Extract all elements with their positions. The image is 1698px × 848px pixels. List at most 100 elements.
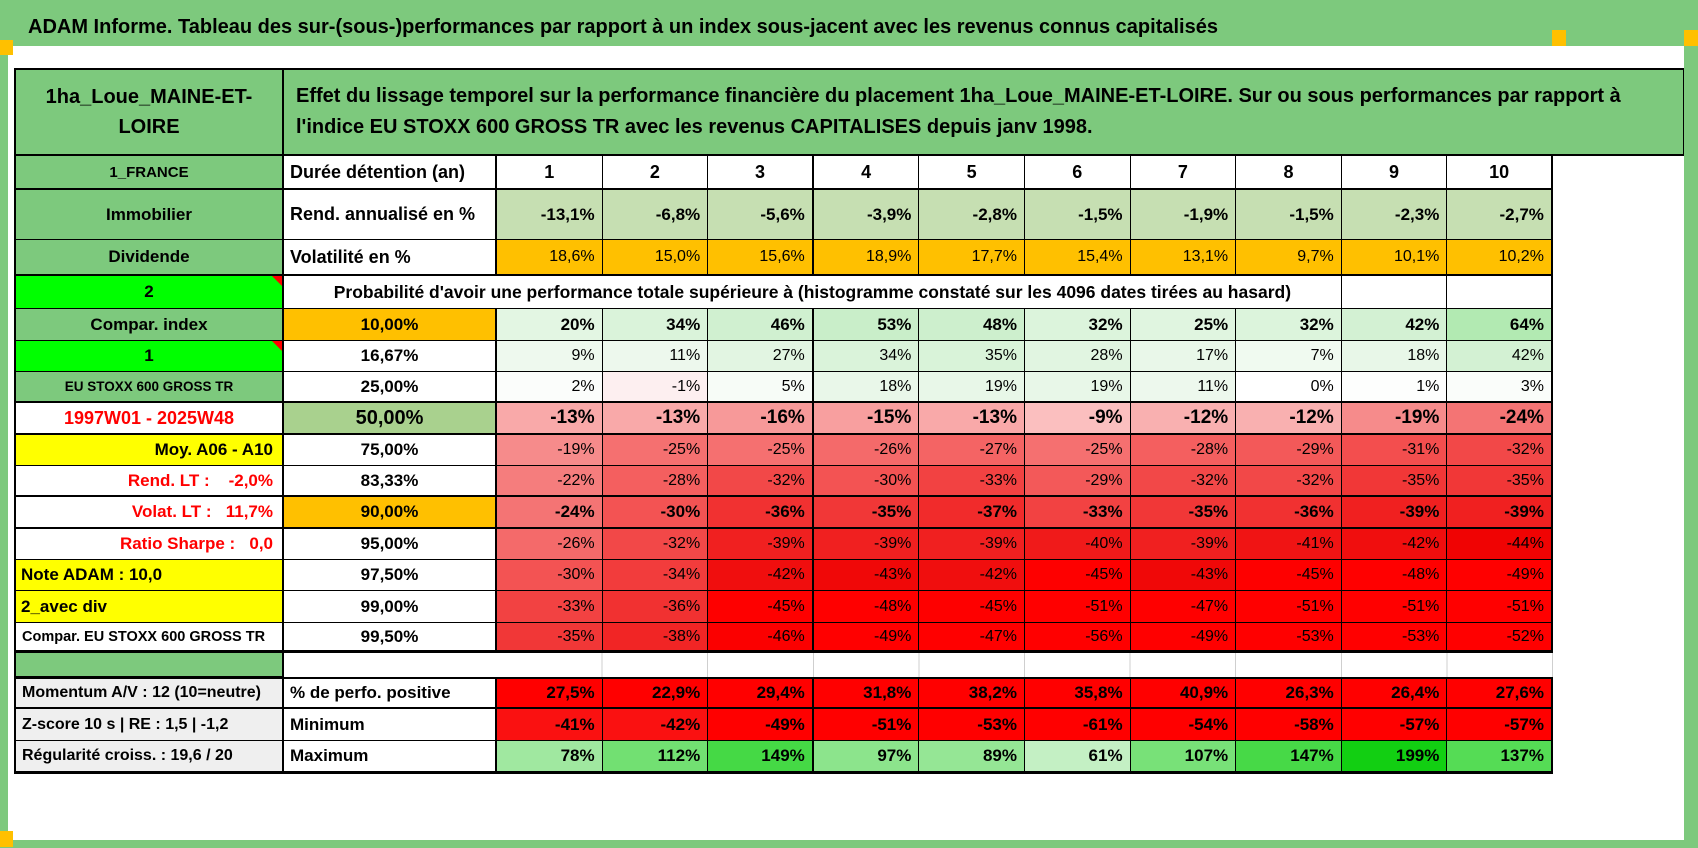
cell-p95-value-2[interactable]: -32% (602, 529, 709, 560)
cell-pos-value-1[interactable]: 27,5% (497, 677, 603, 709)
cell-max-sublabel[interactable]: Maximum (284, 741, 497, 774)
cell-p95-value-4[interactable]: -39% (813, 529, 920, 560)
cell-volat-value-6[interactable]: 15,4% (1024, 240, 1131, 276)
cell-p8333-value-8[interactable]: -32% (1236, 466, 1342, 497)
cell-volat-value-3[interactable]: 15,6% (708, 240, 814, 276)
cell-p95-value-6[interactable]: -40% (1024, 529, 1131, 560)
cell-p95-value-3[interactable]: -39% (708, 529, 814, 560)
cell-p25-label[interactable]: EU STOXX 600 GROSS TR (14, 372, 284, 403)
cell-p1667-label[interactable]: 1 (14, 341, 284, 372)
cell-p90-value-8[interactable]: -36% (1236, 497, 1342, 529)
cell-proba-sublabel[interactable]: Probabilité d'avoir une performance tota… (284, 276, 1342, 309)
cell-p25-sublabel[interactable]: 25,00% (284, 372, 497, 403)
cell-p95-sublabel[interactable]: 95,00% (284, 529, 497, 560)
cell-p90-value-5[interactable]: -37% (919, 497, 1025, 529)
cell-rend-label[interactable]: Immobilier (14, 190, 284, 240)
cell-volat-value-7[interactable]: 13,1% (1130, 240, 1237, 276)
cell-p995-label[interactable]: Compar. EU STOXX 600 GROSS TR (14, 623, 284, 653)
cell-p8333-value-3[interactable]: -32% (708, 466, 814, 497)
cell-p75-value-10[interactable]: -32% (1447, 435, 1553, 466)
cell-p50-sublabel[interactable]: 50,00% (284, 403, 497, 435)
cell-p95-value-1[interactable]: -26% (497, 529, 603, 560)
cell-p1667-value-10[interactable]: 42% (1447, 341, 1553, 372)
cell-p8333-value-6[interactable]: -29% (1024, 466, 1131, 497)
cell-max-value-9[interactable]: 199% (1341, 741, 1448, 774)
cell-p90-value-1[interactable]: -24% (497, 497, 603, 529)
cell-max-value-10[interactable]: 137% (1447, 741, 1553, 774)
cell-p975-value-6[interactable]: -45% (1024, 560, 1131, 591)
cell-p995-value-3[interactable]: -46% (708, 623, 814, 653)
cell-max-value-6[interactable]: 61% (1024, 741, 1131, 774)
cell-duree-value-3[interactable]: 3 (708, 156, 814, 190)
cell-min-sublabel[interactable]: Minimum (284, 709, 497, 741)
cell-p10-value-7[interactable]: 25% (1130, 309, 1237, 341)
cell-pos-value-10[interactable]: 27,6% (1447, 677, 1553, 709)
cell-volat-value-1[interactable]: 18,6% (497, 240, 603, 276)
cell-p75-value-9[interactable]: -31% (1341, 435, 1448, 466)
cell-p975-sublabel[interactable]: 97,50% (284, 560, 497, 591)
cell-p8333-value-1[interactable]: -22% (497, 466, 603, 497)
cell-duree-value-5[interactable]: 5 (919, 156, 1025, 190)
cell-p50-label[interactable]: 1997W01 - 2025W48 (14, 403, 284, 435)
cell-duree-value-1[interactable]: 1 (497, 156, 603, 190)
cell-rend-value-1[interactable]: -13,1% (497, 190, 603, 240)
cell-p975-value-7[interactable]: -43% (1130, 560, 1237, 591)
cell-p75-value-6[interactable]: -25% (1024, 435, 1131, 466)
cell-p10-label[interactable]: Compar. index (14, 309, 284, 341)
cell-p10-value-3[interactable]: 46% (708, 309, 814, 341)
cell-p75-sublabel[interactable]: 75,00% (284, 435, 497, 466)
cell-p99-value-10[interactable]: -51% (1447, 591, 1553, 623)
cell-duree-value-9[interactable]: 9 (1341, 156, 1448, 190)
cell-max-value-2[interactable]: 112% (602, 741, 709, 774)
cell-duree-value-6[interactable]: 6 (1024, 156, 1131, 190)
cell-p25-value-9[interactable]: 1% (1341, 372, 1448, 403)
cell-p25-value-7[interactable]: 11% (1130, 372, 1237, 403)
cell-volat-value-8[interactable]: 9,7% (1236, 240, 1342, 276)
cell-p975-value-3[interactable]: -42% (708, 560, 814, 591)
cell-p8333-value-4[interactable]: -30% (813, 466, 920, 497)
cell-p975-value-8[interactable]: -45% (1236, 560, 1342, 591)
cell-duree-value-2[interactable]: 2 (602, 156, 709, 190)
cell-max-value-3[interactable]: 149% (708, 741, 814, 774)
cell-p1667-value-2[interactable]: 11% (602, 341, 709, 372)
cell-p50-value-2[interactable]: -13% (602, 403, 709, 435)
cell-p10-value-8[interactable]: 32% (1236, 309, 1342, 341)
cell-p75-label[interactable]: Moy. A06 - A10 (14, 435, 284, 466)
cell-volat-value-9[interactable]: 10,1% (1341, 240, 1448, 276)
cell-p50-value-6[interactable]: -9% (1024, 403, 1131, 435)
cell-p975-value-2[interactable]: -34% (602, 560, 709, 591)
cell-min-value-1[interactable]: -41% (497, 709, 603, 741)
cell-p8333-value-9[interactable]: -35% (1341, 466, 1448, 497)
cell-min-value-10[interactable]: -57% (1447, 709, 1553, 741)
cell-duree-value-4[interactable]: 4 (813, 156, 920, 190)
cell-min-value-8[interactable]: -58% (1236, 709, 1342, 741)
cell-pos-value-4[interactable]: 31,8% (813, 677, 920, 709)
cell-p1667-value-8[interactable]: 7% (1236, 341, 1342, 372)
cell-p95-value-8[interactable]: -41% (1236, 529, 1342, 560)
cell-p1667-value-5[interactable]: 35% (919, 341, 1025, 372)
cell-max-value-1[interactable]: 78% (497, 741, 603, 774)
cell-p99-label[interactable]: 2_avec div (14, 591, 284, 623)
cell-p975-value-1[interactable]: -30% (497, 560, 603, 591)
cell-p50-value-7[interactable]: -12% (1130, 403, 1237, 435)
cell-p50-value-4[interactable]: -15% (813, 403, 920, 435)
cell-p75-value-3[interactable]: -25% (708, 435, 814, 466)
cell-volat-value-5[interactable]: 17,7% (919, 240, 1025, 276)
cell-max-value-5[interactable]: 89% (919, 741, 1025, 774)
cell-rend-value-9[interactable]: -2,3% (1341, 190, 1448, 240)
cell-p1667-value-1[interactable]: 9% (497, 341, 603, 372)
cell-volat-value-4[interactable]: 18,9% (813, 240, 920, 276)
cell-p10-value-9[interactable]: 42% (1341, 309, 1448, 341)
cell-pos-value-6[interactable]: 35,8% (1024, 677, 1131, 709)
cell-p99-value-5[interactable]: -45% (919, 591, 1025, 623)
cell-p95-value-5[interactable]: -39% (919, 529, 1025, 560)
cell-pos-value-3[interactable]: 29,4% (708, 677, 814, 709)
cell-p75-value-5[interactable]: -27% (919, 435, 1025, 466)
cell-pos-value-2[interactable]: 22,9% (602, 677, 709, 709)
cell-pos-value-7[interactable]: 40,9% (1130, 677, 1237, 709)
cell-p25-value-4[interactable]: 18% (813, 372, 920, 403)
cell-p95-value-10[interactable]: -44% (1447, 529, 1553, 560)
cell-p975-value-10[interactable]: -49% (1447, 560, 1553, 591)
cell-p25-value-3[interactable]: 5% (708, 372, 814, 403)
cell-max-value-7[interactable]: 107% (1130, 741, 1237, 774)
